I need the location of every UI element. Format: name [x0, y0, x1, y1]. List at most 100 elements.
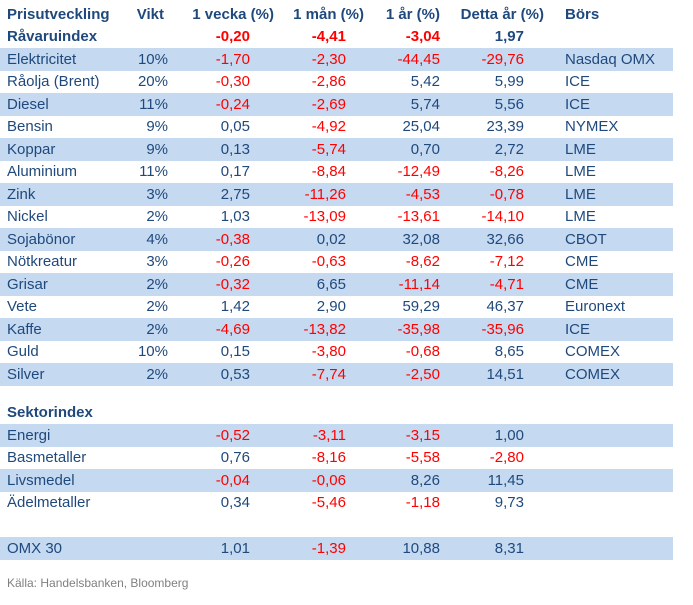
exchange-cell: LME — [565, 163, 596, 181]
row-label: Sojabönor — [0, 228, 133, 251]
exchange-cell: LME — [565, 208, 596, 226]
exchange-cell — [548, 492, 673, 515]
row-label: Silver — [0, 363, 133, 386]
value-cell: 0,05 — [220, 118, 250, 136]
exchange-cell: LME — [548, 183, 673, 206]
column-header-7: Börs — [565, 5, 600, 23]
value-cell — [133, 26, 172, 49]
header-row: Prisutveckling Vikt 1 vecka (%) 1 mån (%) 1 … — [0, 3, 673, 26]
value-cell: 46,37 — [486, 298, 524, 316]
exchange-cell — [548, 402, 673, 425]
row-label: Koppar — [0, 138, 133, 161]
value-cell: 9% — [146, 118, 168, 136]
value-cell: 9,73 — [494, 494, 524, 512]
row-label: Grisar — [0, 273, 133, 296]
value-cell: -44,45 — [368, 48, 444, 71]
exchange-cell — [548, 469, 673, 492]
value-cell: -11,26 — [278, 183, 368, 206]
table-row: Råolja (Brent) 20% -0,30 -2,86 5,42 5,99 ICE — [0, 71, 673, 94]
value-cell: -35,98 — [368, 318, 444, 341]
exchange-cell: CME — [565, 253, 599, 271]
value-cell: -2,50 — [368, 363, 444, 386]
column-header-4: 1 mån (%) — [293, 5, 364, 23]
value-cell: -14,10 — [481, 208, 524, 226]
row-label: Sektorindex — [7, 404, 93, 422]
value-cell: -3,11 — [278, 424, 368, 447]
row-label: Elektricitet — [0, 48, 133, 71]
value-cell — [133, 424, 172, 447]
table-row: Sektorindex — [0, 402, 673, 425]
exchange-cell: COMEX — [565, 343, 621, 361]
value-cell: -13,61 — [397, 208, 440, 226]
value-cell: -2,80 — [489, 449, 524, 467]
price-table-container: Prisutveckling Vikt 1 vecka (%) 1 mån (%) 1 … — [0, 3, 673, 590]
column-header-1: Prisutveckling — [7, 5, 110, 23]
spacer-row — [0, 514, 673, 537]
row-label: Basmetaller — [7, 449, 87, 467]
value-cell: 2,72 — [444, 138, 548, 161]
table-row: Livsmedel -0,04 -0,06 8,26 11,45 — [0, 469, 673, 492]
value-cell: -4,53 — [368, 183, 444, 206]
value-cell: 2% — [146, 298, 168, 316]
value-cell: 2% — [133, 273, 172, 296]
value-cell: -0,20 — [215, 28, 250, 46]
value-cell: 3% — [133, 183, 172, 206]
row-label: Guld — [7, 343, 39, 361]
source-note: Källa: Handelsbanken, Bloomberg — [7, 575, 189, 590]
value-cell: -1,39 — [278, 537, 368, 560]
value-cell: 1,03 — [220, 208, 250, 226]
row-label: Råvaruindex — [7, 28, 98, 46]
value-cell: -8,16 — [311, 449, 346, 467]
value-cell: 1,42 — [220, 298, 250, 316]
exchange-cell: NYMEX — [565, 118, 619, 136]
value-cell: -35,96 — [444, 318, 548, 341]
table-row: Guld 10% 0,15 -3,80 -0,68 8,65 COMEX — [0, 341, 673, 364]
value-cell: -4,41 — [311, 28, 346, 46]
table-row: Sojabönor 4% -0,38 0,02 32,08 32,66 CBOT — [0, 228, 673, 251]
value-cell: -5,74 — [278, 138, 368, 161]
column-header-6: Detta år (%) — [460, 5, 544, 23]
table-row: Energi -0,52 -3,11 -3,15 1,00 — [0, 424, 673, 447]
value-cell: 3% — [146, 253, 168, 271]
value-cell: -0,63 — [311, 253, 346, 271]
row-label: Energi — [0, 424, 133, 447]
price-table-head: Prisutveckling Vikt 1 vecka (%) 1 mån (%) 1 … — [0, 3, 673, 26]
table-row: Vete 2% 1,42 2,90 59,29 46,37 Euronext — [0, 296, 673, 319]
spacer-cell — [0, 514, 673, 537]
exchange-cell: CBOT — [548, 228, 673, 251]
exchange-cell — [548, 26, 673, 49]
value-cell: -0,24 — [172, 93, 278, 116]
value-cell: 23,39 — [486, 118, 524, 136]
row-label: Zink — [0, 183, 133, 206]
row-label: Ädelmetaller — [7, 494, 91, 512]
value-cell: 4% — [133, 228, 172, 251]
row-label: Bensin — [7, 118, 53, 136]
value-cell — [133, 492, 172, 515]
value-cell: 59,29 — [402, 298, 440, 316]
row-label: Aluminium — [7, 163, 78, 181]
exchange-cell: CME — [548, 273, 673, 296]
value-cell: -1,70 — [172, 48, 278, 71]
row-label: Livsmedel — [0, 469, 133, 492]
exchange-cell: Euronext — [565, 298, 626, 316]
price-table: Prisutveckling Vikt 1 vecka (%) 1 mån (%) 1 … — [0, 3, 673, 560]
value-cell — [133, 402, 172, 425]
table-row: Grisar 2% -0,32 6,65 -11,14 -4,71 CME — [0, 273, 673, 296]
value-cell: -7,12 — [489, 253, 524, 271]
value-cell — [133, 469, 172, 492]
value-cell — [133, 447, 172, 470]
value-cell: -3,04 — [405, 28, 440, 46]
value-cell — [172, 402, 278, 425]
value-cell: -1,18 — [405, 494, 440, 512]
value-cell: -3,80 — [311, 343, 346, 361]
value-cell: 11% — [139, 163, 168, 181]
value-cell: 0,34 — [220, 494, 250, 512]
value-cell: -0,32 — [172, 273, 278, 296]
value-cell: -13,82 — [278, 318, 368, 341]
value-cell — [133, 537, 172, 560]
table-row: Koppar 9% 0,13 -5,74 0,70 2,72 LME — [0, 138, 673, 161]
value-cell: 5,74 — [368, 93, 444, 116]
value-cell: -0,26 — [215, 253, 250, 271]
table-row: Ädelmetaller 0,34 -5,46 -1,18 9,73 — [0, 492, 673, 515]
value-cell: 2% — [133, 363, 172, 386]
